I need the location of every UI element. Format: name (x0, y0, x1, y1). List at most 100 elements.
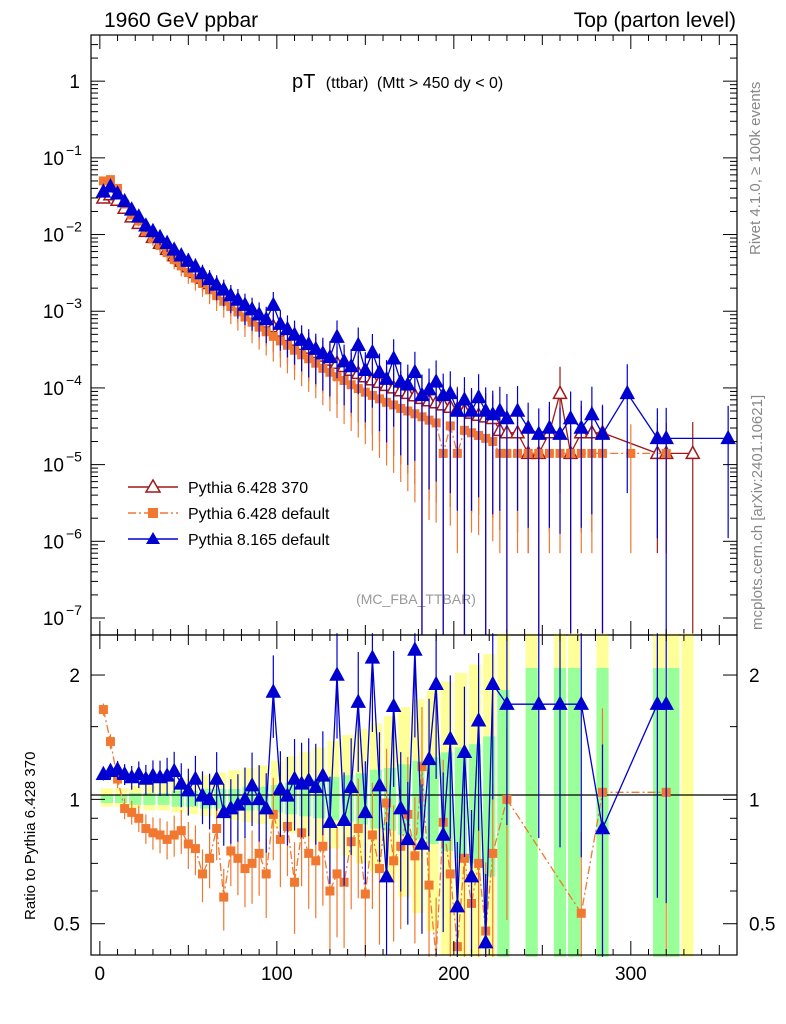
series-point-p8-default (371, 363, 388, 379)
series-point-p8-default (138, 217, 154, 232)
main-ytick-exponent: −2 (66, 219, 82, 235)
series-point-p8-default (152, 228, 168, 244)
ratio-point-p6-default (374, 864, 384, 874)
side-label-bottom: mcplots.cern.ch [arXiv:2401.10621] (749, 395, 766, 630)
legend-label-p8-default: Pythia 8.165 default (188, 532, 330, 549)
series-point-p8-default (286, 326, 303, 341)
ratio-series-p8-default (95, 633, 674, 957)
ratio-ytick-label-right: 2 (749, 666, 760, 687)
ratio-band-inner (525, 667, 538, 957)
ratio-panel: 0 100 200 300 0.5 0.5 1 1 2 2 (54, 633, 775, 985)
ratio-point-p6-default (226, 846, 236, 856)
series-point-p8-default (573, 419, 590, 434)
ratio-point-p8-default (378, 868, 395, 883)
ratio-point-p6-default (424, 880, 434, 890)
ratio-point-p6-default (212, 824, 222, 834)
ratio-point-p6-default (318, 841, 328, 851)
legend-marker-p6-370 (144, 478, 162, 493)
series-point-p8-default (315, 345, 331, 360)
series-point-p8-default (343, 357, 359, 373)
main-ytick-base: 1 (69, 72, 80, 93)
series-point-p8-default (265, 296, 282, 311)
series-point-p6-default (148, 234, 158, 244)
ratio-point-p8-default (336, 811, 352, 827)
ratio-point-p6-default (176, 826, 186, 836)
series-point-p8-default (293, 331, 310, 346)
ratio-point-p6-default (410, 851, 420, 861)
ratio-point-p6-default (311, 856, 321, 866)
ratio-band-inner (115, 795, 128, 804)
series-point-p8-default (180, 252, 197, 267)
series-point-p8-default (223, 287, 239, 302)
plot-title-main: pT (292, 71, 315, 93)
series-point-p8-default (449, 402, 466, 417)
main-ytick-label: 10 (43, 379, 64, 400)
series-point-p8-default (187, 258, 204, 273)
ratio-point-p8-default (329, 666, 345, 681)
ratio-point-p6-default (488, 848, 498, 858)
main-ytick-label: 10 (43, 226, 64, 247)
ratio-point-p8-default (400, 830, 416, 846)
ratio-point-p8-default (392, 800, 409, 815)
series-point-p8-default (562, 409, 579, 425)
series-point-p8-default (619, 384, 636, 400)
ratio-point-p6-default (353, 824, 363, 834)
ratio-point-p8-default (414, 835, 430, 850)
ratio-point-p8-default (350, 693, 367, 708)
ratio-point-p6-default (360, 889, 370, 899)
ratio-ylabel: Ratio to Pythia 6.428 370 (22, 752, 39, 920)
ratio-ytick-label: 1 (69, 790, 80, 811)
ratio-point-p6-default (268, 809, 278, 819)
series-point-p8-default (541, 419, 558, 434)
ratio-point-p6-default (169, 830, 179, 840)
ratio-point-p8-default (251, 790, 267, 806)
ratio-point-p6-default (183, 839, 193, 849)
series-point-p8-default (463, 402, 480, 417)
ratio-point-p8-default (131, 765, 147, 781)
series-point-p8-default (552, 425, 568, 440)
ratio-point-p6-default (417, 762, 427, 772)
ratio-ytick-label-right: 0.5 (749, 915, 775, 936)
ratio-series-layer (95, 633, 674, 957)
main-panel: 110−110−210−310−410−510−610−7 (43, 34, 738, 636)
main-ytick-base: 10 (43, 379, 64, 400)
ratio-point-p8-default (477, 934, 494, 949)
ratio-point-p8-default (343, 778, 359, 793)
ratio-point-p8-default (194, 787, 211, 802)
ratio-band-inner (171, 790, 184, 807)
series-point-p8-default (364, 343, 381, 359)
ratio-ytick-label: 2 (69, 666, 80, 687)
ratio-band-inner (653, 667, 666, 957)
main-ytick-label: 10 (43, 302, 64, 323)
series-point-p8-default (116, 192, 133, 208)
main-ytick-label: 10 (43, 456, 64, 477)
main-ytick-base: 10 (43, 456, 64, 477)
series-point-p6-default (98, 176, 108, 186)
ratio-band-inner (667, 667, 680, 957)
ratio-point-p8-default (658, 695, 674, 710)
series-point-p8-default (308, 340, 324, 355)
main-ytick-exponent: −1 (66, 142, 82, 158)
ratio-point-p8-default (315, 767, 331, 782)
xtick-label: 300 (615, 964, 647, 985)
ratio-point-p6-default (233, 853, 243, 863)
ratio-point-p8-default (300, 772, 317, 787)
series-point-p8-default (109, 185, 126, 200)
series-point-p8-default (159, 234, 175, 250)
ratio-point-p8-default (357, 803, 374, 819)
ratio-point-p6-default (290, 877, 300, 887)
main-ytick-base: 10 (43, 532, 64, 553)
ratio-band-inner (129, 793, 142, 805)
series-point-p8-default (201, 270, 218, 286)
series-point-p8-default (215, 281, 232, 296)
ratio-band-inner (568, 667, 581, 957)
series-point-p8-default (350, 336, 367, 352)
series-point-p8-default (300, 335, 317, 351)
series-point-p8-default (477, 402, 494, 417)
main-ytick-base: 10 (43, 302, 64, 323)
legend-label-p6-370: Pythia 6.428 370 (188, 480, 308, 497)
ratio-point-p6-default (219, 892, 229, 902)
ratio-band-inner (157, 793, 170, 805)
series-point-p8-default (421, 381, 437, 396)
ratio-point-p8-default (371, 776, 388, 792)
